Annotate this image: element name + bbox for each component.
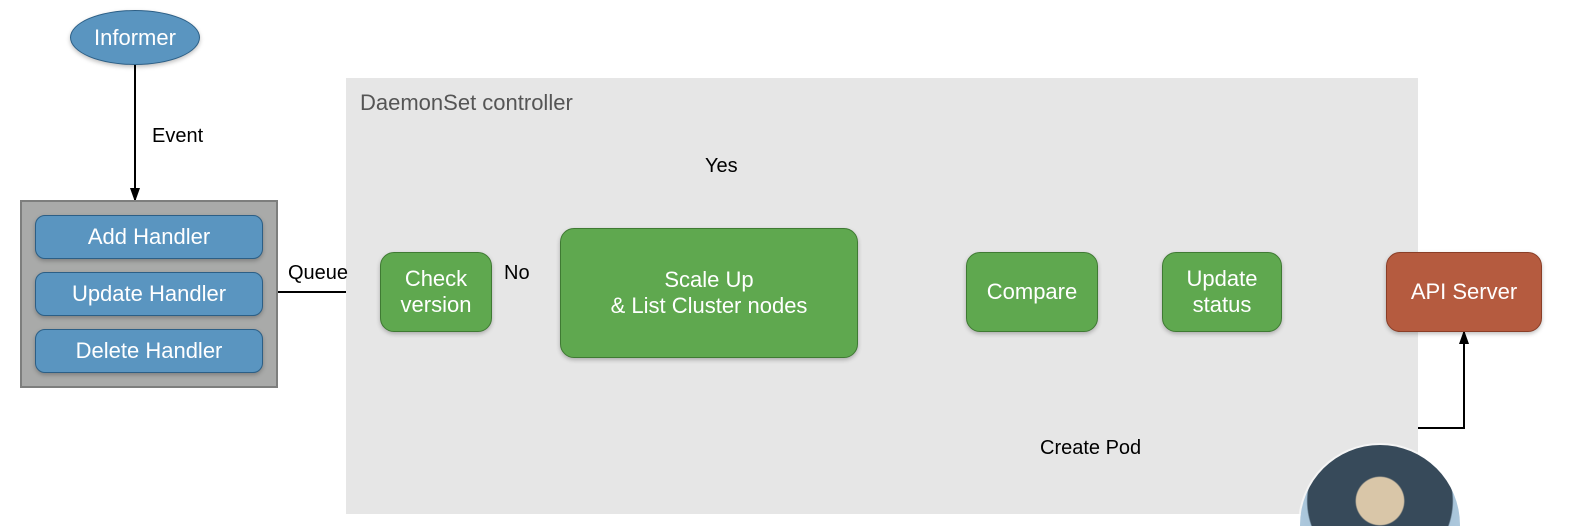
edge-label-create-pod: Create Pod [1040,437,1141,460]
edge-label-no: No [504,262,530,285]
scale-up-label: Scale Up & List Cluster nodes [611,267,808,319]
controller-title: DaemonSet controller [360,90,573,116]
update-handler-node: Update Handler [35,272,263,316]
compare-node: Compare [966,252,1098,332]
compare-label: Compare [987,279,1077,305]
informer-node: Informer [70,10,200,65]
api-server-node: API Server [1386,252,1542,332]
update-status-label: Update status [1187,266,1258,318]
edge-label-event: Event [152,125,203,148]
diagram-canvas: DaemonSet controller Informer Add Handle… [0,0,1572,526]
edge-label-yes: Yes [705,155,738,178]
update-handler-label: Update Handler [72,281,226,307]
scale-up-node: Scale Up & List Cluster nodes [560,228,858,358]
informer-label: Informer [94,25,176,51]
edge-label-queue: Queue [288,262,348,285]
delete-handler-label: Delete Handler [76,338,223,364]
update-status-node: Update status [1162,252,1282,332]
add-handler-label: Add Handler [88,224,210,250]
delete-handler-node: Delete Handler [35,329,263,373]
api-server-label: API Server [1411,279,1517,305]
add-handler-node: Add Handler [35,215,263,259]
check-version-label: Check version [401,266,472,318]
check-version-node: Check version [380,252,492,332]
